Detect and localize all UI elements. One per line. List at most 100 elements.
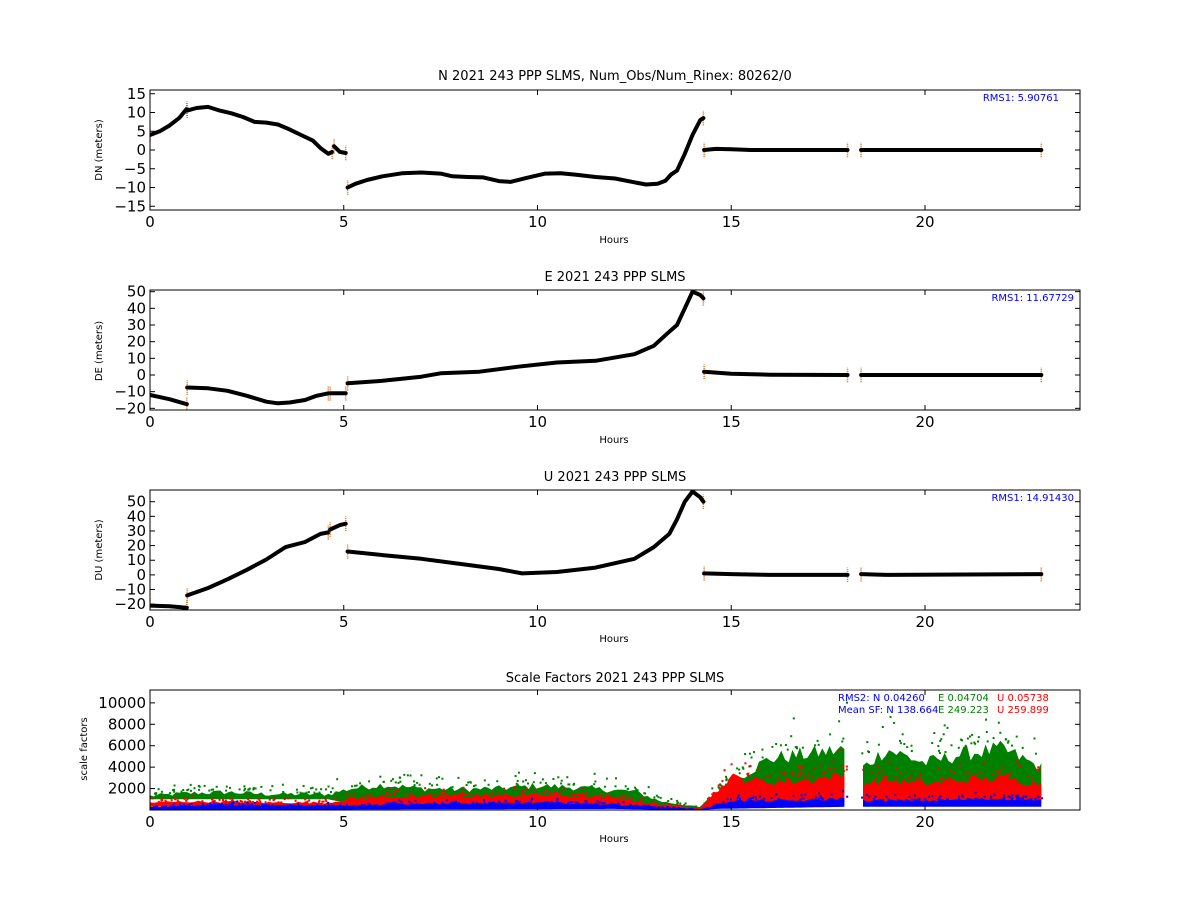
scatter-point [1018,765,1021,768]
scale-rms2-n: RMS2: N 0.04260 [838,693,925,704]
scatter-point [271,785,274,788]
scatter-point [212,802,215,805]
scatter-point [614,785,617,788]
scatter-point [989,796,992,799]
scatter-point [490,793,493,796]
scatter-point [457,802,460,805]
scatter-point [280,801,283,804]
scatter-point [560,779,563,782]
scatter-point [248,800,251,802]
scatter-point [154,793,157,796]
scatter-point [661,806,664,809]
scatter-point [750,797,753,800]
scatter-point [395,788,398,791]
scatter-point [841,740,844,743]
scatter-point [742,767,745,770]
scatter-point [251,803,254,806]
scatter-point [634,786,637,789]
scatter-point [546,790,548,793]
panel-east-title: E 2021 243 PPP SLMS [544,270,685,285]
scatter-point [938,749,940,752]
scatter-point [566,776,569,779]
scatter-point [726,798,729,801]
scatter-point [527,782,529,785]
series-segment [345,116,706,190]
y-tick-label: 50 [127,493,146,511]
scatter-point [391,778,394,781]
scatter-point [1036,768,1039,771]
scatter-point [541,778,544,781]
scatter-point [552,778,555,780]
scatter-point [170,799,173,802]
scatter-point [648,805,651,808]
scatter-point [246,800,249,803]
scatter-point [410,802,413,805]
scatter-point [968,772,971,774]
scatter-point [544,801,547,804]
scatter-point [433,801,436,804]
scatter-point [471,801,474,804]
scatter-point [973,741,976,744]
scatter-point [640,800,643,803]
scatter-point [451,786,454,789]
series-segment [859,572,1044,577]
scatter-point [313,791,316,794]
scatter-point [838,720,841,723]
scatter-point [717,784,720,787]
scatter-point [574,801,577,804]
scatter-point [737,794,740,797]
scatter-point [753,751,755,754]
scatter-point [299,791,302,794]
scatter-point [961,794,964,797]
scatter-point [410,794,413,797]
scatter-point [231,799,233,802]
scatter-point [369,793,372,796]
panel-north-xlabel: Hours [599,235,628,246]
scatter-point [845,768,848,771]
scatter-point [389,787,392,790]
scatter-point [885,795,888,798]
panel-east-ylabel: DE (meters) [94,321,105,381]
scatter-point [210,804,213,806]
scatter-point [882,799,885,802]
y-tick-label: 0 [136,366,146,384]
scatter-point [238,803,241,806]
scatter-point [182,789,185,791]
scatter-point [653,796,656,799]
scatter-point [923,798,926,801]
scatter-point [738,772,741,775]
scatter-point [469,793,472,796]
scatter-point [846,795,849,798]
scatter-point [394,802,397,805]
scatter-point [503,787,505,790]
scatter-point [359,782,362,785]
scatter-point [271,804,274,807]
scatter-point [861,796,864,799]
scatter-point [875,777,878,780]
scatter-point [463,793,466,796]
scatter-point [289,804,292,807]
scatter-point [677,807,680,810]
x-tick-label: 10 [528,813,547,831]
panel-north-ylabel: DN (meters) [94,119,105,181]
scatter-point [254,787,257,790]
scatter-point [1038,769,1041,772]
scatter-point [970,742,973,745]
scatter-point [254,802,257,805]
scatter-point [1009,772,1012,775]
scatter-point [225,785,228,788]
scatter-point [487,783,490,786]
scatter-point [406,774,409,777]
panel-scale-title: Scale Factors 2021 243 PPP SLMS [506,671,725,686]
scatter-point [894,776,897,779]
scatter-point [538,792,541,795]
series-band [150,797,845,810]
series-segment [345,490,706,576]
scatter-point [739,797,741,800]
scatter-point [668,807,671,810]
scatter-point [722,801,725,804]
scatter-point [610,803,613,805]
y-tick-label: 40 [127,507,146,525]
scatter-point [461,791,464,794]
